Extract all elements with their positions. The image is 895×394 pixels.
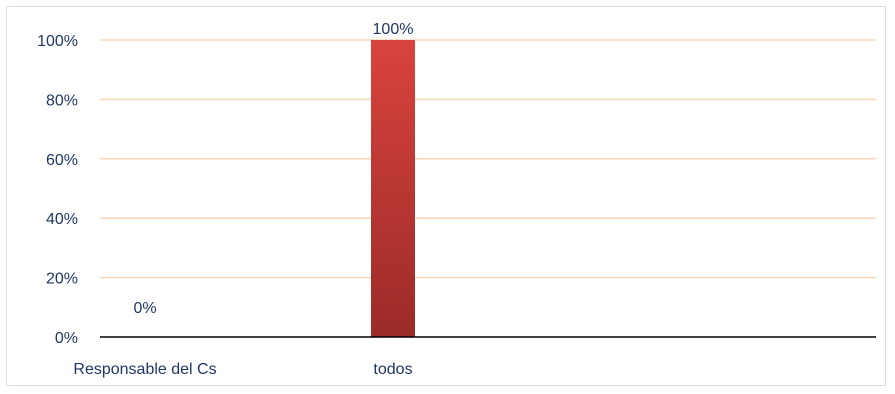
- y-tick-label: 60%: [46, 152, 78, 169]
- y-tick-label: 20%: [46, 271, 78, 288]
- data-label: 0%: [133, 300, 156, 317]
- y-tick-label: 100%: [37, 33, 78, 50]
- bars: [371, 40, 415, 337]
- bar: [371, 40, 415, 337]
- gridlines: [100, 39, 876, 279]
- x-category-label: todos: [373, 361, 412, 378]
- x-category-label: Responsable del Cs: [73, 361, 216, 378]
- chart-frame: [6, 6, 886, 386]
- labels: 0% 20% 40% 60% 80% 100% 0% Responsable del Cs 10…: [37, 21, 413, 378]
- y-tick-label: 40%: [46, 211, 78, 228]
- y-tick-label: 80%: [46, 92, 78, 109]
- data-label: 100%: [373, 21, 414, 38]
- y-tick-label: 0%: [55, 330, 78, 347]
